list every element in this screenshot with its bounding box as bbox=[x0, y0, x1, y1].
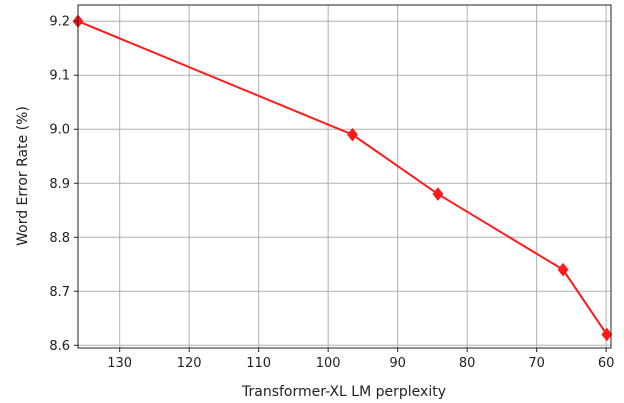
grid bbox=[78, 5, 611, 348]
y-tick-label: 9.1 bbox=[49, 69, 70, 84]
data-point-marker bbox=[432, 187, 444, 201]
x-tick-label: 80 bbox=[459, 356, 476, 371]
y-axis: 8.6 8.7 8.8 8.9 9.0 9.1 9.2 bbox=[49, 15, 78, 354]
y-tick-label: 8.8 bbox=[49, 231, 70, 246]
series-line bbox=[77, 20, 608, 336]
x-tick-label: 100 bbox=[316, 356, 341, 371]
data-point-marker bbox=[347, 127, 358, 142]
y-tick-label: 8.9 bbox=[49, 177, 70, 192]
x-tick-label: 90 bbox=[389, 356, 406, 371]
x-tick-label: 130 bbox=[107, 356, 132, 371]
data-point-marker bbox=[557, 262, 569, 277]
x-axis: 130 120 110 100 90 80 70 60 bbox=[107, 348, 614, 371]
y-axis-label: Word Error Rate (%) bbox=[15, 106, 31, 246]
x-tick-label: 70 bbox=[528, 356, 545, 371]
plot-frame bbox=[77, 4, 612, 349]
x-tick-label: 110 bbox=[246, 356, 271, 371]
data-point-marker bbox=[601, 327, 613, 342]
y-tick-label: 9.0 bbox=[49, 123, 70, 138]
x-tick-label: 60 bbox=[598, 356, 615, 371]
plot-area bbox=[72, 14, 613, 342]
x-tick-label: 120 bbox=[177, 356, 202, 371]
y-tick-label: 8.7 bbox=[49, 285, 70, 300]
x-axis-label: Transformer-XL LM perplexity bbox=[241, 384, 446, 400]
y-tick-label: 8.6 bbox=[49, 339, 70, 354]
y-tick-label: 9.2 bbox=[49, 15, 70, 30]
